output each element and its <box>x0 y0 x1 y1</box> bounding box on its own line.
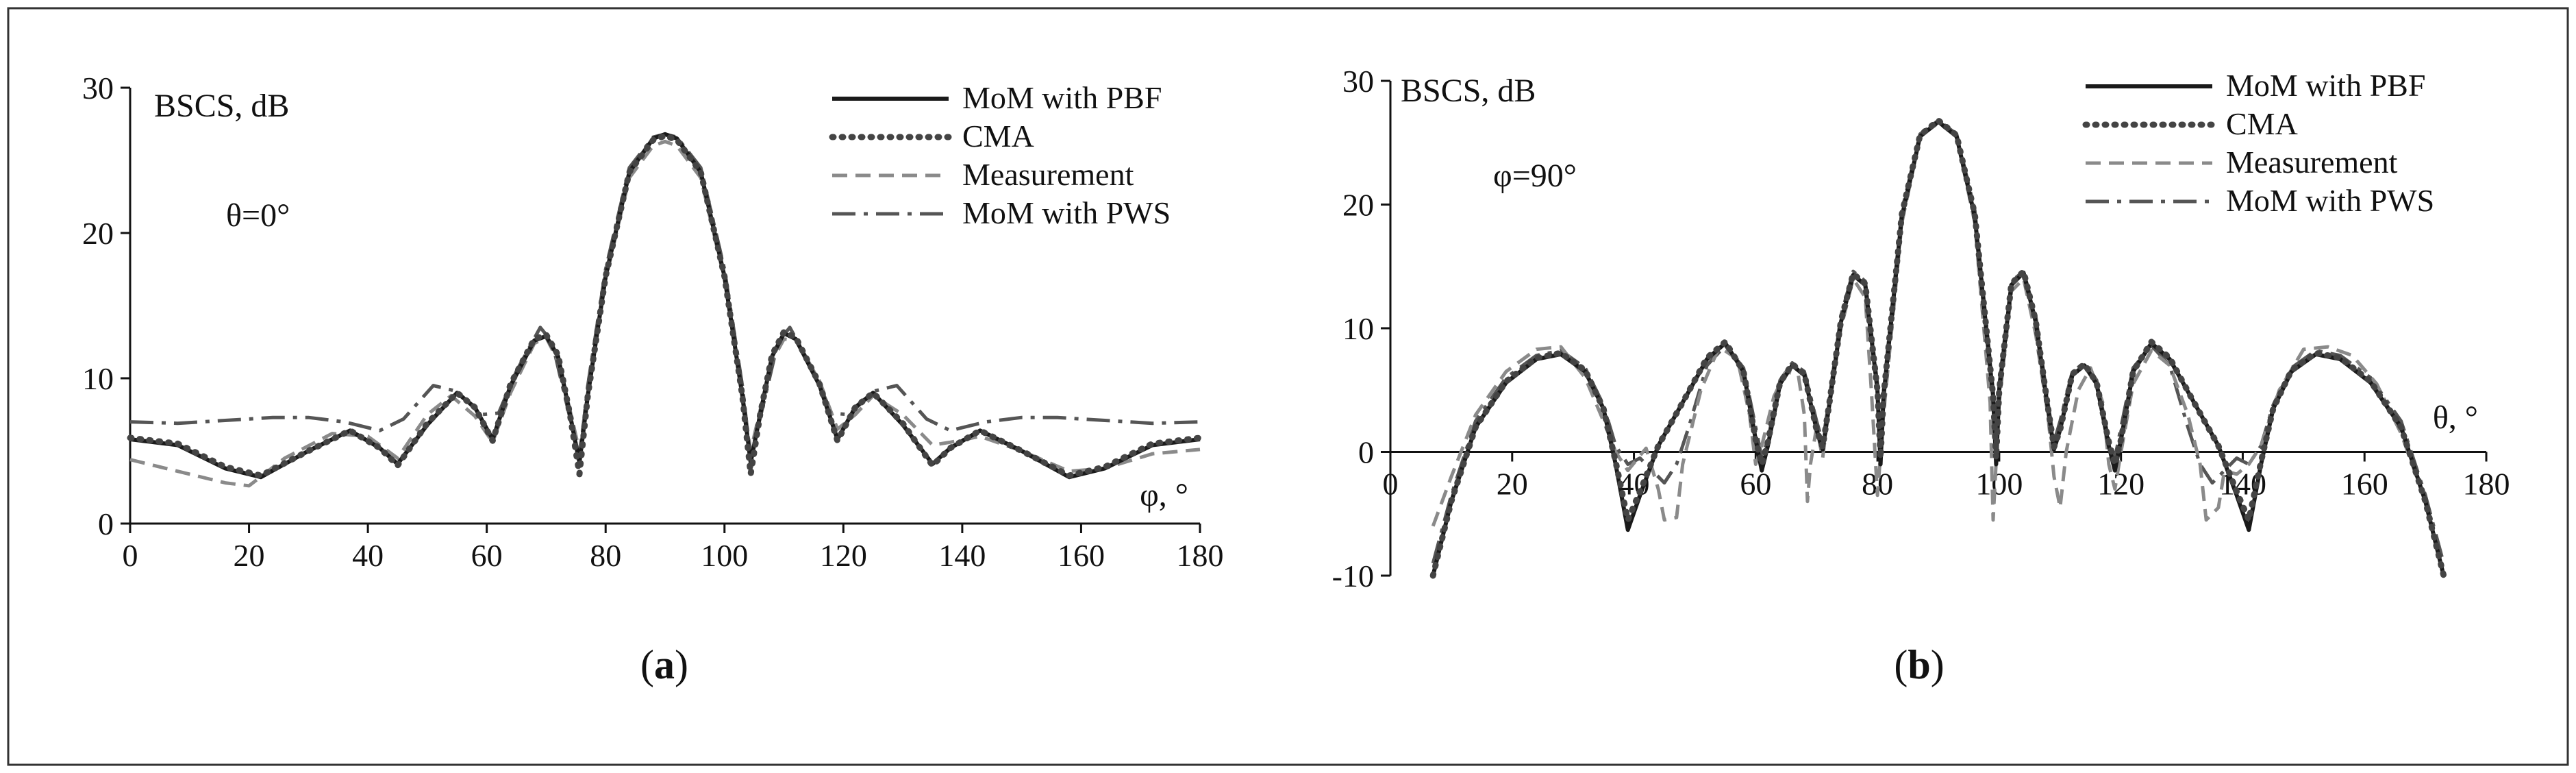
x-axis-label: θ, ° <box>2433 400 2478 436</box>
y-tick-label: 20 <box>1342 188 1374 223</box>
x-tick-label: 20 <box>1497 467 1528 502</box>
y-tick-label: 30 <box>82 71 114 106</box>
x-tick-label: 0 <box>123 538 138 573</box>
y-tick-label: 30 <box>1342 64 1374 99</box>
x-tick-label: 180 <box>2463 467 2510 502</box>
panel-caption: (b) <box>1894 642 1944 687</box>
chart-panel-a: 0 10 20 30 0 20 40 60 80 100 120 140 160 180 MoM with … <box>82 71 1224 687</box>
x-tick-label: 180 <box>1177 538 1224 573</box>
panel-caption: (a) <box>640 642 688 687</box>
x-tick-label: 120 <box>2097 467 2144 502</box>
y-tick-label: 0 <box>98 506 114 541</box>
x-tick-label: 60 <box>471 538 503 573</box>
y-tick-label: 10 <box>1342 311 1374 346</box>
y-tick-label: 10 <box>82 361 114 396</box>
legend-label: MoM with PBF <box>962 80 1162 115</box>
figure-border <box>7 7 2569 766</box>
angle-annotation: θ=0° <box>226 197 290 234</box>
x-tick-label: 160 <box>1058 538 1105 573</box>
legend-label: CMA <box>2226 106 2298 141</box>
legend-label: MoM with PWS <box>2226 183 2434 218</box>
legend-label: MoM with PWS <box>962 195 1171 230</box>
series-line-cma <box>1429 117 2447 579</box>
x-axis-label: φ, ° <box>1140 477 1188 513</box>
legend-label: Measurement <box>2226 145 2398 180</box>
legend-label: Measurement <box>962 157 1134 192</box>
series-line-cma <box>127 132 1203 479</box>
legend-label: MoM with PBF <box>2226 68 2425 103</box>
x-tick-label: 100 <box>701 538 748 573</box>
x-tick-label: 40 <box>352 538 384 573</box>
x-tick-label: 20 <box>234 538 265 573</box>
x-tick-label: 100 <box>1975 467 2023 502</box>
y-axis-label: BSCS, dB <box>1401 73 1536 109</box>
x-tick-label: 0 <box>1383 467 1399 502</box>
angle-annotation: φ=90° <box>1493 158 1577 194</box>
x-tick-label: 140 <box>938 538 986 573</box>
x-tick-label: 80 <box>590 538 621 573</box>
y-tick-label: 0 <box>1358 435 1374 470</box>
legend-label: CMA <box>962 119 1034 154</box>
series-line-mom-with-pws <box>1431 119 2446 564</box>
y-tick-label: -10 <box>1332 559 1374 593</box>
y-axis-label: BSCS, dB <box>154 88 289 124</box>
x-tick-label: 60 <box>1740 467 1771 502</box>
series-line-measurement <box>129 139 1201 488</box>
y-tick-label: 20 <box>82 216 114 251</box>
x-tick-label: 160 <box>2341 467 2388 502</box>
x-tick-label: 120 <box>820 538 867 573</box>
